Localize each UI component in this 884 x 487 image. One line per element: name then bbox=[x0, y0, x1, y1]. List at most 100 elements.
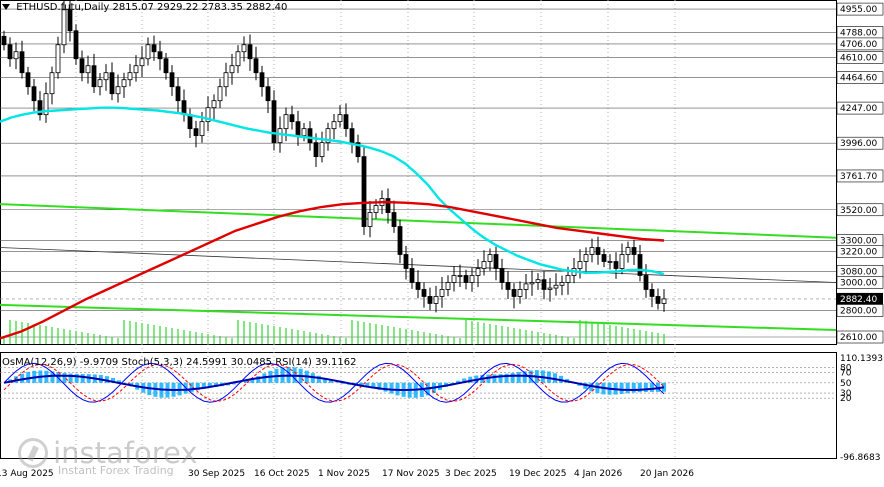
candle-body bbox=[404, 255, 408, 269]
candle-body bbox=[362, 157, 366, 227]
candle-body bbox=[314, 143, 318, 157]
candle-body bbox=[374, 206, 378, 213]
candle-body bbox=[590, 248, 594, 255]
candle-body bbox=[26, 73, 30, 87]
candle-body bbox=[56, 45, 60, 73]
candle-body bbox=[578, 261, 582, 268]
price-tick-label: 4955.00 bbox=[840, 5, 877, 15]
candle-body bbox=[62, 10, 66, 45]
x-tick-label: 20 Jan 2026 bbox=[640, 469, 694, 479]
price-tick-label: 4610.00 bbox=[840, 53, 877, 63]
candle-body bbox=[644, 275, 648, 289]
candle-body bbox=[512, 289, 516, 296]
symbol-line: ETHUSD.futu,Daily 2815.07 2929.22 2783.3… bbox=[16, 2, 287, 13]
osma-bar bbox=[644, 383, 648, 392]
candle-body bbox=[218, 87, 222, 101]
candle-body bbox=[248, 45, 252, 59]
candle-body bbox=[386, 199, 390, 213]
osma-bar bbox=[81, 374, 85, 383]
price-tick-label: 3996.00 bbox=[840, 139, 877, 149]
candle-body bbox=[134, 66, 138, 73]
candle-body bbox=[50, 73, 54, 94]
candle-body bbox=[650, 289, 654, 296]
candle-body bbox=[554, 285, 558, 288]
osma-bar bbox=[626, 383, 630, 394]
candle-body bbox=[446, 282, 450, 289]
candle-body bbox=[320, 143, 324, 157]
candle-body bbox=[440, 289, 444, 296]
price-tick-label: 3520.00 bbox=[840, 206, 877, 216]
candle-body bbox=[302, 129, 306, 136]
candle-body bbox=[560, 282, 564, 285]
osma-bar bbox=[517, 372, 521, 383]
candle-body bbox=[2, 36, 6, 44]
osma-bar bbox=[511, 373, 515, 383]
candle-body bbox=[242, 45, 246, 52]
candle-body bbox=[122, 80, 126, 87]
osma-bar bbox=[75, 374, 79, 383]
candle-body bbox=[152, 45, 156, 52]
candle-body bbox=[194, 129, 198, 136]
candle-body bbox=[602, 255, 606, 262]
ema-fast-line bbox=[0, 108, 664, 274]
candle-body bbox=[104, 73, 108, 80]
candle-body bbox=[164, 59, 168, 73]
candle-body bbox=[278, 129, 282, 143]
price-tick-label: 3000.00 bbox=[840, 278, 877, 288]
candle-body bbox=[188, 115, 192, 129]
x-tick-label: 4 Jan 2026 bbox=[574, 469, 622, 479]
symbol-header: ETHUSD.futu,Daily 2815.07 2929.22 2783.3… bbox=[2, 2, 287, 13]
candle-body bbox=[518, 289, 522, 296]
current-price-label: 2882.40 bbox=[840, 295, 877, 305]
candle-body bbox=[506, 282, 510, 289]
candle-body bbox=[272, 101, 276, 143]
candle-body bbox=[254, 59, 258, 73]
collapse-triangle-icon[interactable] bbox=[2, 4, 10, 10]
candle-body bbox=[200, 122, 204, 136]
x-tick-label: 1 Nov 2025 bbox=[318, 469, 370, 479]
osc-tick-label: -96.8683 bbox=[840, 453, 880, 463]
candle-body bbox=[608, 261, 612, 262]
osc-tick-label: 50 bbox=[840, 379, 852, 389]
price-tick-label: 4788.00 bbox=[840, 28, 877, 38]
candle-body bbox=[92, 66, 96, 87]
candle-body bbox=[128, 73, 132, 80]
candle-body bbox=[32, 87, 36, 101]
candle-body bbox=[428, 296, 432, 303]
candle-body bbox=[116, 87, 120, 94]
candle-body bbox=[476, 268, 480, 275]
candle-body bbox=[398, 227, 402, 255]
candle-body bbox=[236, 52, 240, 66]
candle-body bbox=[488, 255, 492, 262]
candle-body bbox=[464, 275, 468, 282]
candle-body bbox=[368, 213, 372, 227]
candle-body bbox=[524, 284, 528, 290]
candle-body bbox=[212, 101, 216, 108]
candle-body bbox=[266, 87, 270, 101]
candle-body bbox=[500, 268, 504, 282]
trendline-1 bbox=[0, 204, 836, 238]
candle-body bbox=[452, 275, 456, 282]
indicator-line: OsMA(12,26,9) -9.9709 Stoch(5,3,3) 24.59… bbox=[2, 357, 357, 368]
osma-bar bbox=[632, 383, 636, 393]
candle-body bbox=[392, 213, 396, 227]
candle-body bbox=[80, 59, 84, 73]
candle-body bbox=[626, 248, 630, 255]
osma-bar bbox=[63, 373, 67, 383]
price-tick-label: 3080.00 bbox=[840, 267, 877, 277]
candle-body bbox=[482, 261, 486, 268]
candle-body bbox=[74, 31, 78, 59]
candle-body bbox=[260, 73, 264, 87]
candle-body bbox=[620, 255, 624, 269]
price-tick-label: 2610.00 bbox=[840, 333, 877, 343]
price-tick-label: 3761.70 bbox=[840, 172, 877, 182]
candle-body bbox=[416, 282, 420, 289]
osma-bar bbox=[383, 383, 387, 392]
x-tick-label: 17 Nov 2025 bbox=[382, 469, 440, 479]
candle-body bbox=[536, 280, 540, 283]
candle-body bbox=[290, 115, 294, 122]
candle-body bbox=[86, 66, 90, 73]
price-tick-label: 3300.00 bbox=[840, 237, 877, 247]
candle-body bbox=[140, 59, 144, 66]
